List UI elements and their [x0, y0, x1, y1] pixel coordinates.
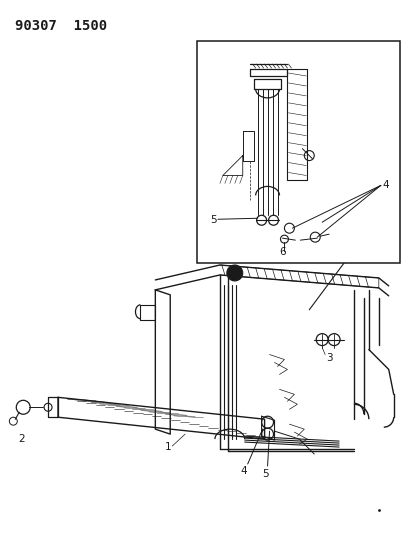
Text: 90307  1500: 90307 1500 — [15, 19, 108, 33]
Text: 6: 6 — [279, 247, 286, 257]
Text: 4: 4 — [240, 466, 247, 476]
Text: 3: 3 — [326, 352, 333, 362]
Bar — [197, 41, 400, 263]
Text: 5: 5 — [262, 469, 269, 479]
Circle shape — [227, 265, 243, 281]
Text: 2: 2 — [18, 434, 25, 444]
Text: 1: 1 — [165, 442, 171, 452]
Text: 5: 5 — [210, 215, 217, 225]
Text: 4: 4 — [383, 181, 389, 190]
